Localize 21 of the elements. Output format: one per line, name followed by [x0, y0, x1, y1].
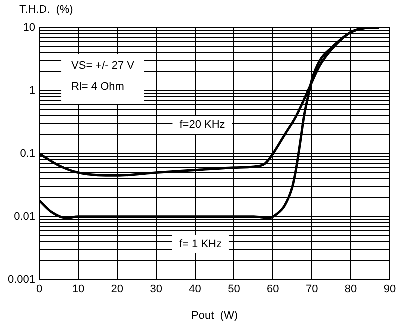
x-axis-title: Pout (W)	[192, 310, 238, 322]
x-tick-label: 10	[72, 283, 85, 296]
annotation: f= 1 KHz	[179, 238, 222, 251]
x-tick-label: 20	[111, 283, 124, 296]
y-tick-label: 0.001	[8, 274, 36, 286]
annotation: Rl= 4 Ohm	[72, 81, 124, 94]
x-tick-label: 90	[384, 283, 396, 296]
y-tick-label: 1	[29, 84, 36, 97]
x-tick-label: 70	[306, 283, 318, 296]
y-axis-title: T.H.D. (%)	[20, 4, 74, 16]
x-tick-label: 80	[344, 283, 358, 296]
annotation: f=20 KHz	[180, 118, 226, 131]
y-tick-label: 0.01	[14, 210, 36, 223]
x-tick-label: 40	[189, 283, 202, 296]
y-tick-label: 0.1	[20, 148, 36, 160]
annotation: VS= +/- 27 V	[72, 60, 136, 72]
x-tick-label: 0	[36, 283, 43, 296]
x-tick-label: 50	[228, 283, 240, 296]
x-tick-label: 60	[267, 283, 280, 296]
x-tick-label: 30	[150, 283, 162, 296]
y-tick-label: 10	[23, 22, 36, 34]
